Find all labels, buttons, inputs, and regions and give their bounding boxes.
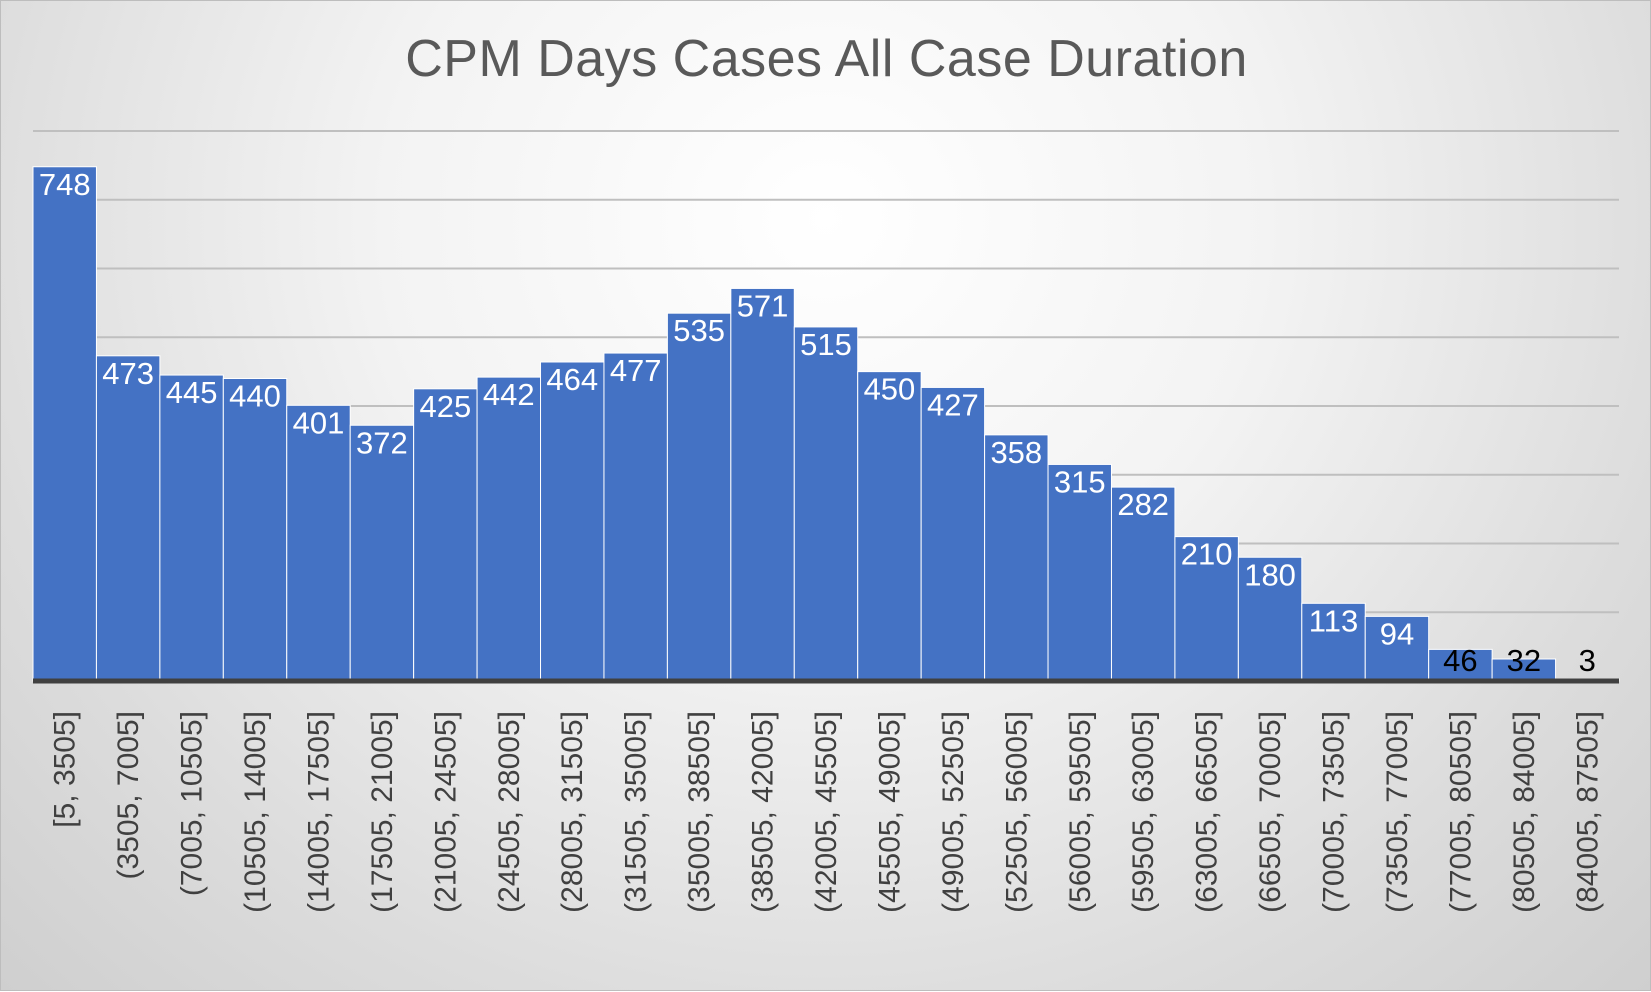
x-tick-label: (52505, 56005]	[1000, 711, 1033, 913]
data-label: 748	[39, 167, 91, 202]
x-tick-label: [5, 3505]	[49, 711, 82, 828]
x-tick-label: (73505, 77005]	[1381, 711, 1414, 913]
x-tick-label: (80505, 84005]	[1508, 711, 1541, 913]
bars	[32, 166, 1620, 682]
x-tick-label: (28005, 31505]	[556, 711, 589, 913]
bar	[159, 374, 224, 682]
x-tick-label: (10505, 14005]	[239, 711, 272, 913]
bar	[540, 361, 605, 682]
x-tick-label: (70005, 73505]	[1318, 711, 1351, 913]
data-label: 210	[1181, 537, 1233, 572]
bar	[857, 371, 922, 682]
bar	[1301, 602, 1366, 682]
bar	[32, 166, 97, 682]
x-tick-label: (63005, 66505]	[1191, 711, 1224, 913]
data-label: 535	[673, 313, 725, 348]
data-label: 450	[864, 372, 916, 407]
x-tick-label: (24505, 28005]	[493, 711, 526, 913]
x-tick-label: (35005, 38505]	[683, 711, 716, 913]
x-tick-label: (42005, 45505]	[810, 711, 843, 913]
x-tick-label: (59505, 63005]	[1127, 711, 1160, 913]
data-label: 571	[737, 288, 789, 323]
x-tick-label: (56005, 59505]	[1064, 711, 1097, 913]
bar	[95, 355, 161, 682]
data-label: 358	[990, 435, 1042, 470]
bar	[222, 378, 288, 682]
bar	[349, 424, 415, 682]
bar	[413, 388, 478, 682]
bar	[1237, 556, 1303, 682]
x-tick-labels: [5, 3505] (3505, 7005] (7005, 10505] (10505…	[49, 711, 1605, 913]
bar	[730, 287, 795, 682]
bar	[1428, 648, 1493, 682]
x-tick-label: (14005, 17505]	[302, 711, 335, 913]
bar	[1174, 536, 1239, 682]
chart-title: CPM Days Cases All Case Duration	[405, 30, 1248, 88]
data-label: 3	[1579, 643, 1596, 678]
bar	[1047, 463, 1112, 682]
data-label: 401	[293, 405, 345, 440]
x-tick-label: (66505, 70005]	[1254, 711, 1287, 913]
x-tick-label: (7005, 10505]	[176, 711, 209, 896]
bar	[286, 404, 351, 682]
data-label: 180	[1244, 557, 1296, 592]
x-tick-label: (17505, 21005]	[366, 711, 399, 913]
x-tick-label: (31505, 35005]	[620, 711, 653, 913]
x-tick-label: (38505, 42005]	[747, 711, 780, 913]
x-tick-label: (77005, 80505]	[1444, 711, 1477, 913]
data-label: 473	[102, 356, 154, 391]
data-label: 315	[1054, 464, 1106, 499]
data-label: 46	[1443, 643, 1477, 678]
data-label: 94	[1380, 616, 1414, 651]
bar	[603, 352, 668, 682]
bar	[666, 312, 732, 682]
data-label: 32	[1507, 643, 1541, 678]
data-label: 440	[229, 379, 281, 414]
data-label: 464	[546, 362, 598, 397]
bar	[793, 326, 859, 682]
data-label: 442	[483, 377, 535, 412]
x-tick-label: (49005, 52505]	[937, 711, 970, 913]
bar	[984, 434, 1049, 682]
bar	[920, 386, 986, 682]
x-tick-label: (45505, 49005]	[873, 711, 906, 913]
bar	[1364, 615, 1430, 682]
data-label: 113	[1309, 603, 1358, 638]
data-labels: 748 473 445 440 401 372 425 442 464 477 535 571 515 4…	[39, 167, 1596, 678]
data-label: 282	[1117, 487, 1169, 522]
data-label: 425	[419, 389, 471, 424]
data-label: 515	[800, 327, 852, 362]
x-tick-label: (3505, 7005]	[112, 711, 145, 879]
data-label: 372	[356, 425, 408, 460]
data-label: 427	[927, 387, 979, 422]
data-label: 445	[166, 375, 218, 410]
x-tick-label: (21005, 24505]	[429, 711, 462, 913]
bar	[476, 376, 542, 682]
bar	[1110, 486, 1176, 682]
x-tick-label: (84005, 87505]	[1571, 711, 1604, 913]
data-label: 477	[610, 353, 662, 388]
